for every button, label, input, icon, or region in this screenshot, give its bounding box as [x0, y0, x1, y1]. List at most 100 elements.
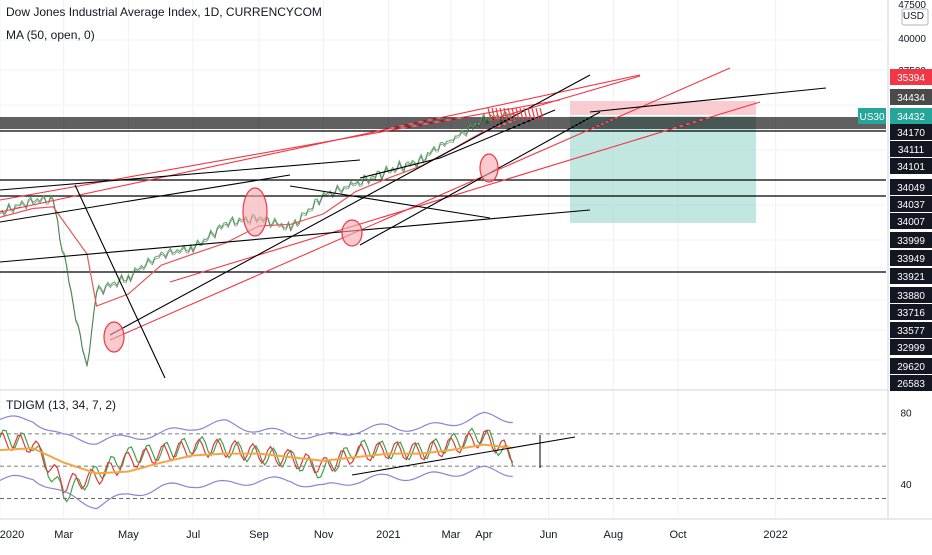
annotation-mark [535, 107, 540, 121]
trendline-black[interactable] [359, 157, 441, 179]
annotation-mark [539, 107, 544, 121]
price-label-34049[interactable]: 34049 [897, 183, 925, 194]
price-label-34111[interactable]: 34111 [898, 145, 925, 156]
trendline-black[interactable] [74, 184, 166, 379]
stop-loss-zone[interactable] [570, 101, 756, 115]
price-label-33880[interactable]: 33880 [897, 291, 925, 302]
price-label-box [890, 179, 932, 195]
price-label-box [890, 141, 932, 157]
highlight-ellipse[interactable] [479, 153, 499, 183]
currency-box [901, 8, 929, 26]
time-tick-mar: Mar [54, 529, 73, 541]
price-label-32999[interactable]: 32999 [897, 343, 925, 354]
trendline-red[interactable] [169, 101, 761, 283]
price-label-box [890, 232, 932, 248]
price-label-34434[interactable]: 34434 [897, 93, 925, 104]
highlight-ellipse[interactable] [242, 187, 268, 237]
annotation-mark [531, 107, 536, 121]
price-label-box [890, 69, 932, 85]
price-tick-label: 40000 [898, 34, 926, 45]
price-label-box [890, 89, 932, 105]
highlight-ellipse[interactable] [103, 321, 125, 353]
price-label-33716[interactable]: 33716 [897, 308, 925, 319]
trendline-black[interactable] [0, 174, 291, 223]
oscillator-trendline[interactable] [351, 436, 576, 476]
annotation-mark [495, 107, 500, 121]
time-axis-background [0, 519, 932, 550]
price-label-box [890, 322, 932, 338]
annotation-mark [499, 107, 504, 121]
symbol-tag[interactable]: US30 [859, 112, 884, 123]
price-label-33949[interactable]: 33949 [897, 254, 925, 265]
time-tick-2020: 2020 [0, 529, 24, 541]
price-label-33921[interactable]: 33921 [897, 272, 925, 283]
take-profit-zone[interactable] [570, 116, 756, 223]
tdigm-legend[interactable]: TDIGM (13, 34, 7, 2) [6, 398, 117, 412]
annotation-mark [515, 107, 520, 121]
currency-label[interactable]: USD [903, 11, 924, 22]
symbol-title[interactable]: Dow Jones Industrial Average Index, 1D, … [6, 5, 322, 19]
trendline-black[interactable] [359, 111, 601, 246]
price-label-box [890, 124, 932, 140]
tdigm-base-line[interactable] [0, 443, 513, 475]
annotation-mark [527, 107, 532, 121]
oscillator-tick-label: 80 [900, 408, 912, 419]
time-tick-sep: Sep [249, 529, 269, 541]
price-label-box [890, 250, 932, 266]
trendline-black[interactable] [289, 185, 491, 219]
time-tick-jul: Jul [186, 529, 200, 541]
annotation-mark [523, 107, 528, 121]
price-label-box [890, 339, 932, 355]
trendline-black[interactable] [439, 109, 556, 159]
trendline-red[interactable] [489, 75, 641, 121]
price-tick-label: 47500 [898, 0, 926, 11]
annotation-mark [491, 107, 496, 121]
trendline-black[interactable] [0, 209, 591, 263]
price-label-box [890, 108, 932, 124]
annotation-mark [503, 107, 508, 121]
trendline-black[interactable] [0, 159, 361, 191]
price-label-29620[interactable]: 29620 [897, 362, 925, 373]
annotation-mark [487, 107, 492, 121]
time-tick-2021: 2021 [376, 529, 400, 541]
tdigm-upper-band[interactable] [0, 411, 513, 445]
time-tick-aug: Aug [604, 529, 624, 541]
price-label-34101[interactable]: 34101 [897, 162, 925, 173]
price-label-box [890, 287, 932, 303]
annotation-mark [507, 107, 512, 121]
price-label-box [890, 158, 932, 174]
annotation-mark [519, 107, 524, 121]
price-label-box [890, 268, 932, 284]
tdigm-lower-band[interactable] [0, 465, 513, 510]
price-label-box [890, 213, 932, 229]
price-label-box [890, 196, 932, 212]
ma-legend[interactable]: MA (50, open, 0) [6, 28, 95, 42]
price-label-box [890, 358, 932, 374]
trendline-red[interactable] [0, 74, 641, 213]
time-tick-mar: Mar [441, 529, 460, 541]
price-label-34037[interactable]: 34037 [897, 200, 925, 211]
trendline-red[interactable] [109, 67, 731, 341]
price-label-box [890, 304, 932, 320]
time-tick-apr: Apr [475, 529, 492, 541]
price-label-26583[interactable]: 26583 [897, 379, 925, 390]
time-tick-nov: Nov [314, 529, 334, 541]
symbol-tag-box [858, 108, 886, 124]
time-tick-jun: Jun [540, 529, 558, 541]
price-label-34007[interactable]: 34007 [897, 217, 925, 228]
annotation-mark [511, 107, 516, 121]
trendline-red[interactable] [0, 99, 561, 201]
price-label-33577[interactable]: 33577 [897, 326, 925, 337]
price-label-33999[interactable]: 33999 [897, 236, 925, 247]
highlight-ellipse[interactable] [341, 219, 363, 247]
time-tick-oct: Oct [669, 529, 686, 541]
price-label-34432[interactable]: 34432 [897, 112, 925, 123]
price-label-34170[interactable]: 34170 [897, 128, 925, 139]
tdigm-rsi-line[interactable] [0, 427, 514, 503]
trendline-black[interactable] [589, 87, 827, 113]
price-label-box [890, 375, 932, 391]
price-label-35394[interactable]: 35394 [897, 73, 925, 84]
oscillator-tick-label: 40 [900, 480, 912, 491]
